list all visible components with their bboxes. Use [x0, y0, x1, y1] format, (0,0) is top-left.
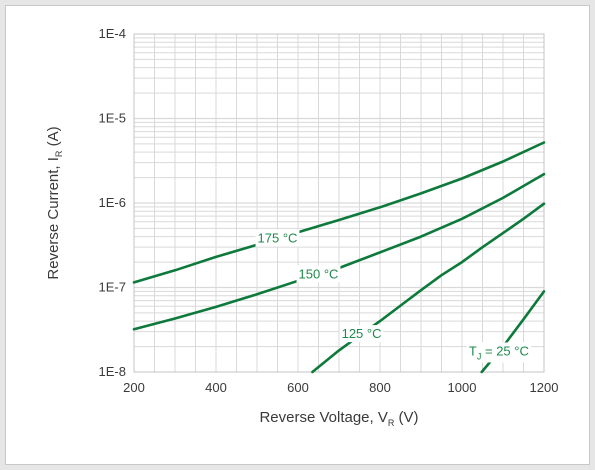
series-line-0: [132, 141, 546, 284]
curve-label-text: 175 °C: [258, 231, 298, 246]
curve-label-bg: [255, 229, 300, 247]
y-tick-label: 1E-6: [99, 195, 126, 210]
curve-label-text: 125 °C: [342, 326, 382, 341]
curve-label-bg: [466, 342, 531, 363]
y-tick-label: 1E-8: [99, 364, 126, 379]
curve-label-bg: [339, 325, 384, 343]
x-tick-label: 600: [287, 380, 309, 395]
tick-labels: 200 400 600 800 1000 1200 1E-8 1E-7 1E-6 1E-5 1E-4: [99, 26, 559, 395]
x-axis-title-unit: (V): [394, 409, 418, 426]
grid-lines: [134, 34, 544, 372]
curve-label-0: 175 °C: [255, 229, 300, 247]
y-tick-label: 1E-7: [99, 280, 126, 295]
x-tick-label: 1200: [530, 380, 559, 395]
y-axis-title-sub: R: [54, 150, 64, 157]
curve-label-1: 150 °C: [296, 265, 341, 283]
x-axis-title-main: Reverse Voltage, V: [259, 409, 387, 426]
x-tick-label: 800: [369, 380, 391, 395]
x-tick-label: 200: [123, 380, 145, 395]
curve-label-text: TJ = 25 °C: [469, 343, 529, 361]
curve-labels: 175 °C 150 °C 125 °C TJ = 25 °C: [255, 229, 531, 363]
x-axis-title-sub: R: [388, 418, 395, 428]
curve-label-text: 150 °C: [299, 266, 339, 281]
y-axis-title-main: Reverse Current, I: [45, 157, 62, 280]
y-tick-label: 1E-5: [99, 111, 126, 126]
chart-frame: 200 400 600 800 1000 1200 1E-8 1E-7 1E-6 1E-5 1E-4…: [5, 5, 590, 465]
curve-label-3: TJ = 25 °C: [466, 342, 531, 363]
curve-label-main: T: [469, 343, 477, 358]
y-tick-label: 1E-4: [99, 26, 126, 41]
x-axis-title: Reverse Voltage, VR (V): [259, 409, 418, 428]
curve-label-sub: J: [477, 351, 482, 361]
reverse-current-chart: 200 400 600 800 1000 1200 1E-8 1E-7 1E-6 1E-5 1E-4…: [45, 26, 559, 428]
x-tick-label: 1000: [448, 380, 477, 395]
curve-label-rest: = 25 °C: [481, 343, 528, 358]
curve-label-2: 125 °C: [339, 325, 384, 343]
y-axis-title-unit: (A): [45, 126, 62, 150]
x-tick-label: 400: [205, 380, 227, 395]
y-axis-title: Reverse Current, IR (A): [45, 126, 64, 279]
curve-label-bg: [296, 265, 341, 283]
